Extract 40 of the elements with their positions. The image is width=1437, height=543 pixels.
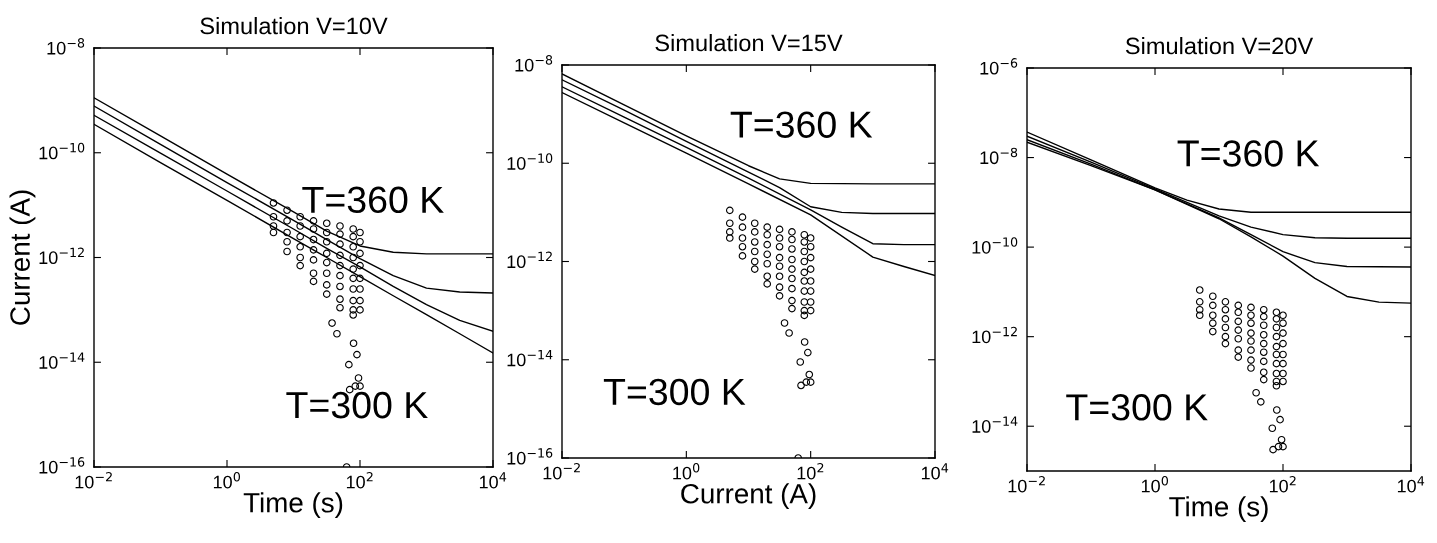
x-axis-title: Time (s) [1169, 496, 1268, 523]
x-tick-label: 10$^{4}$ [1397, 476, 1425, 493]
y-tick-label: 10$^{−16}$ [39, 457, 85, 474]
y-tick-label: 10$^{−14}$ [39, 352, 85, 369]
y-tick-label: 10$^{−10}$ [972, 237, 1018, 254]
y-tick-label: 10$^{−14}$ [972, 416, 1018, 433]
y-tick-label: 10$^{−8}$ [47, 38, 85, 55]
annotation: T=300 K [286, 391, 428, 419]
y-tick-label: 10$^{−16}$ [507, 448, 553, 465]
y-tick-label: 10$^{−8}$ [515, 55, 553, 72]
x-tick-label: 10$^{0}$ [213, 471, 241, 489]
x-tick-label: 10$^{−2}$ [543, 462, 580, 480]
y-tick-label: 10$^{−14}$ [507, 350, 553, 367]
annotation: T=300 K [603, 378, 746, 406]
annotation: T=360 K [1177, 140, 1320, 167]
annotation: T=300 K [1066, 394, 1208, 421]
x-tick-label: 10$^{2}$ [797, 462, 824, 480]
x-tick-label: 10$^{2}$ [1269, 475, 1296, 493]
chart-title: Simulation V=20V [1125, 37, 1314, 55]
y-tick-label: 10$^{−12}$ [507, 251, 552, 269]
x-tick-label: 10$^{0}$ [673, 462, 700, 480]
x-tick-label: 10$^{0}$ [1141, 475, 1169, 493]
x-tick-label: 10$^{−2}$ [75, 471, 112, 489]
x-tick-label: 10$^{−2}$ [1008, 475, 1045, 493]
x-tick-label: 10$^{2}$ [346, 471, 373, 489]
annotation: T=360 K [730, 111, 873, 138]
y-tick-label: 10$^{−12}$ [39, 247, 84, 265]
chart-title: Simulation V=10V [200, 17, 388, 35]
y-axis-title: Current (A) [9, 190, 36, 325]
x-axis-title: Time (s) [243, 492, 343, 519]
x-tick-label: 10$^{4}$ [921, 463, 949, 480]
annotation: T=360 K [302, 186, 444, 214]
y-tick-label: 10$^{−6}$ [980, 58, 1018, 75]
y-tick-label: 10$^{−12}$ [972, 326, 1017, 344]
chart-title: Simulation V=15V [655, 34, 843, 52]
x-axis-title: Current (A) [681, 483, 816, 510]
y-tick-label: 10$^{−8}$ [980, 147, 1018, 165]
y-tick-label: 10$^{−10}$ [39, 142, 85, 160]
x-tick-label: 10$^{4}$ [479, 472, 507, 489]
y-tick-label: 10$^{−10}$ [507, 153, 553, 170]
